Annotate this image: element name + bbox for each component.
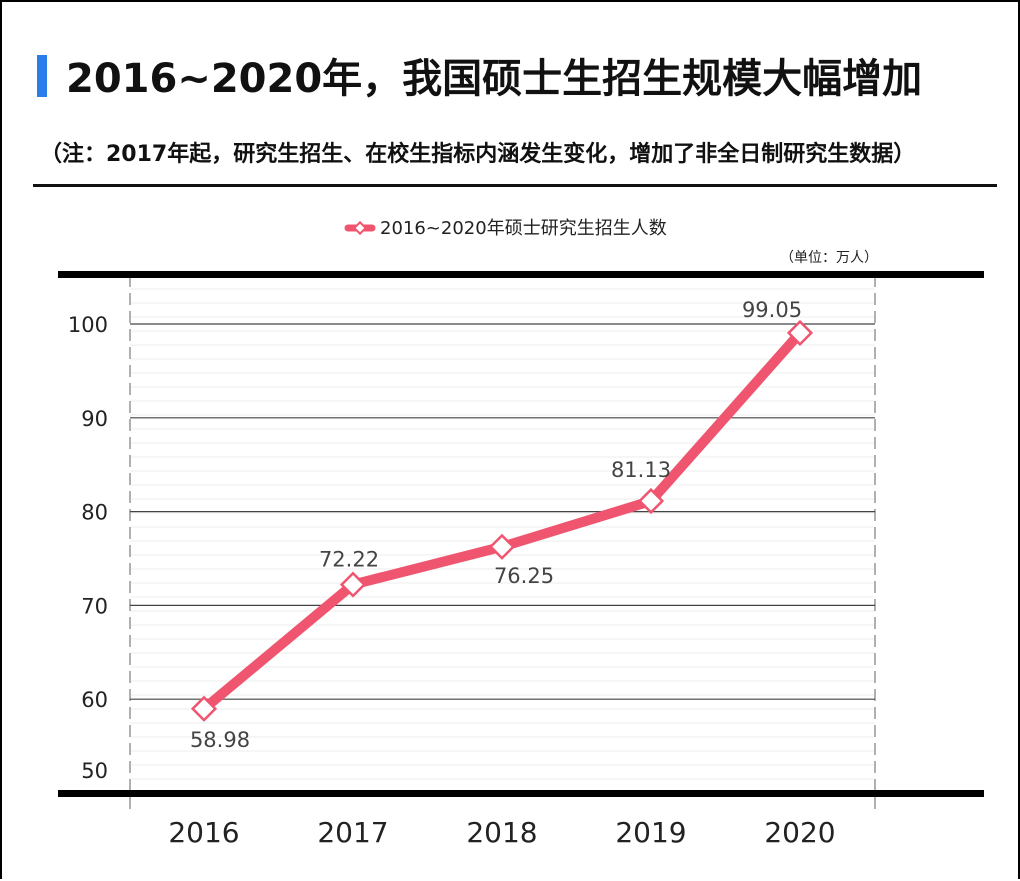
x-tick-label: 2016 xyxy=(168,816,239,849)
header-divider xyxy=(33,184,997,187)
top-axis-rule xyxy=(58,271,984,278)
data-label: 99.05 xyxy=(742,298,802,322)
data-point-marker xyxy=(786,319,814,346)
x-tick-label: 2017 xyxy=(317,816,388,849)
data-label: 81.13 xyxy=(611,458,671,482)
bottom-axis-rule xyxy=(58,790,984,797)
series-line xyxy=(199,327,805,714)
page-title: 2016~2020年，我国硕士生招生规模大幅增加 xyxy=(66,56,923,102)
y-tick-label: 50 xyxy=(81,759,108,783)
y-tick-label: 100 xyxy=(68,313,108,337)
x-tick-label: 2018 xyxy=(466,816,537,849)
legend: 2016~2020年硕士研究生招生人数 xyxy=(344,218,667,239)
data-label: 72.22 xyxy=(319,548,379,572)
unit-label: （单位：万人） xyxy=(780,250,878,266)
title-accent-bar xyxy=(37,55,47,97)
y-tick-label: 90 xyxy=(81,407,108,431)
data-point-marker xyxy=(637,487,665,515)
legend-marker-swatch xyxy=(352,220,368,236)
plot-area: 50 60 70 80 90 100 2016 2017 2018 2019 2020 58.98 72… xyxy=(58,271,984,849)
data-label: 76.25 xyxy=(494,564,554,588)
data-label: 58.98 xyxy=(190,728,250,752)
y-tick-label: 70 xyxy=(81,594,108,618)
x-tick-label: 2019 xyxy=(615,816,686,849)
data-point-marker xyxy=(190,695,218,722)
y-tick-label: 80 xyxy=(81,501,108,525)
legend-label: 2016~2020年硕士研究生招生人数 xyxy=(380,218,667,239)
note-text: （注：2017年起，研究生招生、在校生指标内涵发生变化，增加了非全日制研究生数据… xyxy=(40,142,916,167)
y-tick-label: 60 xyxy=(81,688,108,712)
data-point-marker xyxy=(488,533,516,560)
data-point-marker xyxy=(339,571,367,598)
x-tick-label: 2020 xyxy=(764,816,835,849)
